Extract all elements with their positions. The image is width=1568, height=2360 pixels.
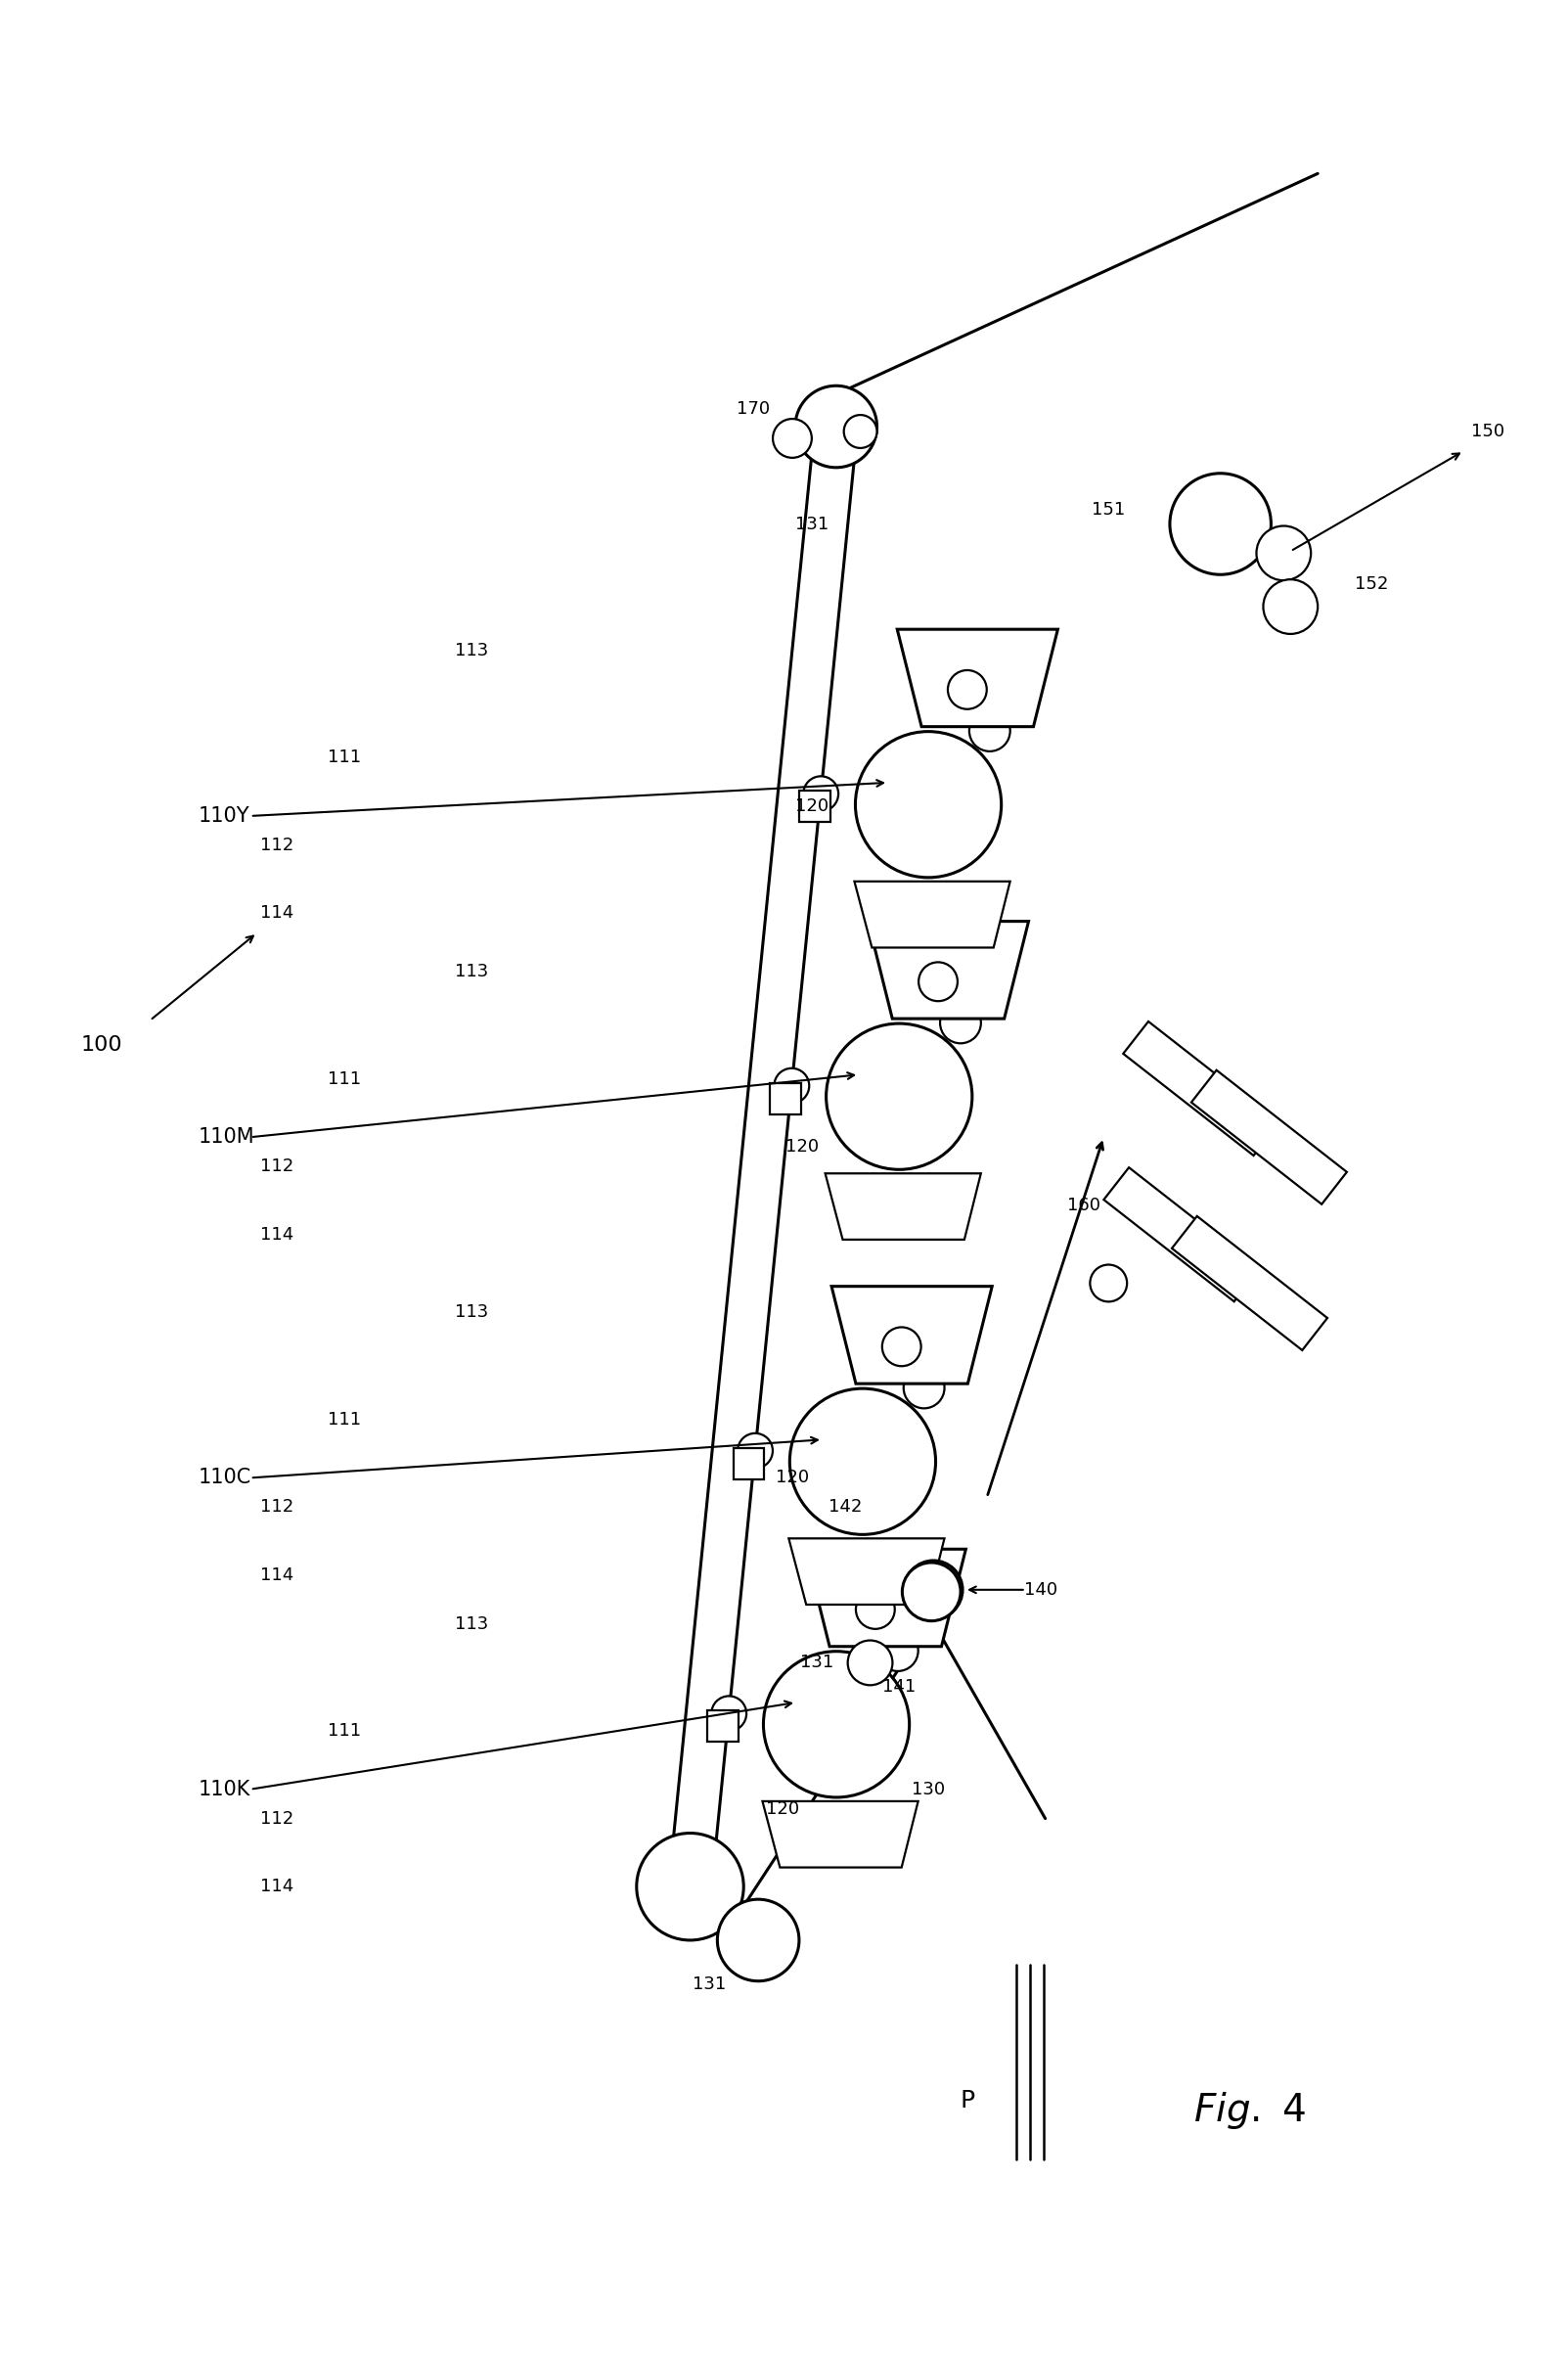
Text: 100: 100: [80, 1036, 122, 1055]
Text: 120: 120: [786, 1138, 818, 1156]
Circle shape: [902, 1562, 961, 1621]
Polygon shape: [1123, 1022, 1279, 1156]
Circle shape: [878, 1631, 919, 1671]
Polygon shape: [1171, 1215, 1328, 1350]
Polygon shape: [1104, 1168, 1259, 1303]
Text: P: P: [960, 2089, 975, 2112]
Circle shape: [947, 670, 986, 708]
Text: 111: 111: [328, 1723, 361, 1739]
Polygon shape: [789, 1539, 944, 1605]
Bar: [707, 1711, 739, 1742]
Text: 112: 112: [260, 1810, 293, 1827]
Text: 110K: 110K: [199, 1779, 251, 1798]
Circle shape: [717, 1900, 800, 1980]
Circle shape: [712, 1697, 746, 1732]
Text: 113: 113: [455, 963, 488, 979]
Circle shape: [1170, 474, 1272, 573]
Text: 112: 112: [260, 1499, 293, 1515]
Text: 113: 113: [455, 1614, 488, 1633]
Polygon shape: [762, 1801, 919, 1867]
Circle shape: [969, 710, 1010, 750]
Polygon shape: [831, 1286, 993, 1383]
Text: 120: 120: [765, 1801, 800, 1817]
Polygon shape: [806, 1548, 966, 1647]
Text: 170: 170: [737, 401, 770, 418]
Text: 130: 130: [913, 1779, 946, 1798]
Text: 111: 111: [328, 1069, 361, 1088]
Polygon shape: [1192, 1069, 1347, 1204]
Text: 151: 151: [1091, 500, 1126, 519]
Text: 111: 111: [328, 748, 361, 767]
Text: 113: 113: [455, 642, 488, 658]
Circle shape: [773, 418, 812, 458]
Text: $\mathit{Fig.}$ $\mathit{4}$: $\mathit{Fig.}$ $\mathit{4}$: [1193, 2091, 1306, 2131]
Circle shape: [856, 732, 1002, 878]
Text: 120: 120: [776, 1468, 809, 1487]
Circle shape: [795, 385, 877, 467]
Bar: [734, 1449, 764, 1480]
Circle shape: [1256, 526, 1311, 581]
Circle shape: [903, 1366, 944, 1409]
Circle shape: [844, 415, 877, 448]
Text: 112: 112: [260, 835, 293, 854]
Text: 112: 112: [260, 1156, 293, 1175]
Text: 114: 114: [260, 904, 293, 923]
Circle shape: [1090, 1265, 1127, 1303]
Text: 150: 150: [1471, 422, 1505, 441]
Text: 152: 152: [1355, 576, 1388, 592]
Circle shape: [941, 1003, 982, 1043]
Text: 114: 114: [260, 1225, 293, 1244]
Text: 160: 160: [1068, 1197, 1101, 1213]
Text: 140: 140: [1024, 1581, 1057, 1598]
Text: 141: 141: [883, 1678, 916, 1697]
Bar: [770, 1083, 801, 1114]
Text: 142: 142: [829, 1499, 862, 1515]
Polygon shape: [869, 920, 1029, 1020]
Circle shape: [826, 1024, 972, 1171]
Circle shape: [790, 1388, 936, 1534]
Text: 110Y: 110Y: [199, 807, 251, 826]
Circle shape: [775, 1069, 809, 1102]
Text: 114: 114: [260, 1567, 293, 1584]
Circle shape: [1264, 581, 1317, 635]
Circle shape: [856, 1591, 895, 1628]
Text: 131: 131: [693, 1975, 726, 1992]
Text: 111: 111: [328, 1411, 361, 1428]
Circle shape: [848, 1640, 892, 1685]
Circle shape: [803, 776, 839, 812]
Circle shape: [764, 1652, 909, 1798]
Text: 110C: 110C: [199, 1468, 252, 1487]
Text: 120: 120: [795, 798, 828, 814]
Polygon shape: [897, 630, 1058, 727]
Polygon shape: [855, 880, 1010, 949]
Text: 131: 131: [795, 514, 828, 533]
Circle shape: [883, 1326, 920, 1366]
Text: 113: 113: [455, 1303, 488, 1322]
Circle shape: [637, 1834, 743, 1940]
Text: 114: 114: [260, 1879, 293, 1895]
Circle shape: [737, 1433, 773, 1468]
Polygon shape: [825, 1173, 982, 1239]
Text: 131: 131: [800, 1654, 833, 1671]
Bar: [800, 791, 829, 821]
Circle shape: [905, 1560, 963, 1619]
Text: 110M: 110M: [199, 1128, 256, 1147]
Circle shape: [919, 963, 958, 1001]
